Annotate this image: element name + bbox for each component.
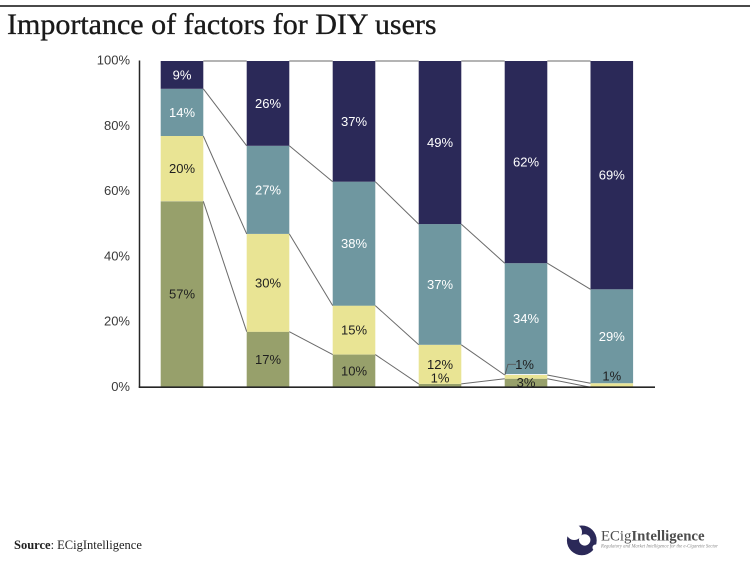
svg-text:30%: 30% [255,275,281,290]
svg-text:17%: 17% [255,352,281,367]
svg-text:9%: 9% [173,67,192,82]
svg-text:69%: 69% [599,168,625,183]
svg-text:3%: 3% [517,375,536,390]
svg-text:100%: 100% [97,53,131,68]
svg-text:29%: 29% [599,329,625,344]
svg-text:10%: 10% [341,363,367,378]
svg-text:1%: 1% [515,357,534,372]
svg-text:20%: 20% [104,314,130,329]
svg-text:49%: 49% [427,135,453,150]
svg-text:80%: 80% [104,118,130,133]
svg-text:40%: 40% [104,248,130,263]
svg-text:62%: 62% [513,155,539,170]
svg-text:12%: 12% [427,357,453,372]
svg-text:38%: 38% [341,236,367,251]
svg-text:Regulatory and Market Intellig: Regulatory and Market Intelligence for t… [600,543,719,550]
svg-text:ECigIntelligence: ECigIntelligence [601,529,705,545]
svg-text:20%: 20% [169,161,195,176]
svg-text:1%: 1% [431,371,450,386]
svg-text:37%: 37% [341,114,367,129]
svg-text:37%: 37% [427,277,453,292]
svg-text:60%: 60% [104,183,130,198]
svg-text:57%: 57% [169,287,195,302]
svg-text:26%: 26% [255,96,281,111]
svg-text:34%: 34% [513,311,539,326]
svg-text:27%: 27% [255,182,281,197]
svg-text:0%: 0% [111,379,130,394]
svg-text:15%: 15% [341,323,367,338]
svg-text:1%: 1% [602,368,621,383]
svg-text:14%: 14% [169,105,195,120]
